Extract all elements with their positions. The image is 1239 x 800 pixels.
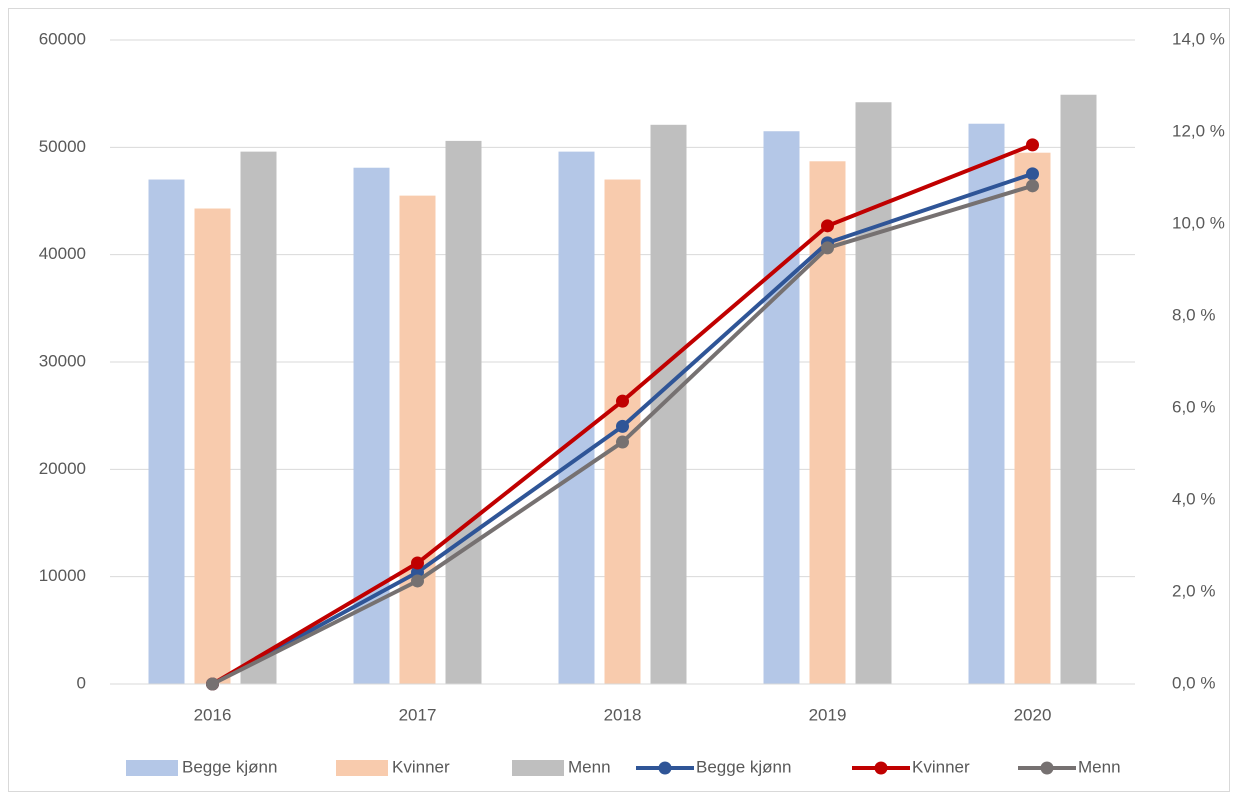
legend-swatch — [336, 760, 388, 776]
legend-swatch — [126, 760, 178, 776]
bar — [445, 140, 482, 685]
legend-label: Menn — [1078, 757, 1121, 776]
bar — [650, 124, 687, 684]
x-tick-label: 2017 — [399, 705, 437, 724]
y-tick-label: 30000 — [39, 351, 86, 370]
bar — [194, 208, 231, 684]
marker — [1026, 138, 1039, 152]
bar — [1060, 94, 1097, 685]
y2-tick-label: 4,0 % — [1172, 489, 1215, 508]
legend-marker — [874, 761, 888, 775]
marker — [616, 394, 629, 408]
bar — [763, 131, 800, 684]
marker — [616, 419, 629, 433]
bar — [855, 102, 892, 684]
bar — [1014, 152, 1051, 684]
marker — [206, 677, 219, 691]
marker — [411, 556, 424, 570]
x-tick-label: 2016 — [194, 705, 232, 724]
bar — [148, 179, 185, 685]
y-tick-label: 0 — [77, 673, 86, 692]
marker — [411, 574, 424, 588]
bar — [240, 151, 277, 685]
legend-label: Begge kjønn — [182, 757, 277, 776]
marker — [616, 435, 629, 449]
legend-label: Kvinner — [392, 757, 450, 776]
x-tick-label: 2019 — [809, 705, 847, 724]
y2-tick-label: 14,0 % — [1172, 29, 1225, 48]
legend-marker — [658, 761, 672, 775]
y-tick-label: 60000 — [39, 29, 86, 48]
y2-tick-label: 6,0 % — [1172, 397, 1215, 416]
y2-tick-label: 2,0 % — [1172, 581, 1215, 600]
legend-label: Begge kjønn — [696, 757, 791, 776]
y-tick-label: 20000 — [39, 459, 86, 478]
x-tick-label: 2020 — [1014, 705, 1052, 724]
y-tick-label: 50000 — [39, 137, 86, 156]
y-tick-label: 10000 — [39, 566, 86, 585]
legend-swatch — [512, 760, 564, 776]
y2-tick-label: 0,0 % — [1172, 673, 1215, 692]
marker — [821, 241, 834, 255]
y2-tick-label: 8,0 % — [1172, 305, 1215, 324]
x-tick-label: 2018 — [604, 705, 642, 724]
legend-label: Menn — [568, 757, 611, 776]
legend-label: Kvinner — [912, 757, 970, 776]
y-tick-label: 40000 — [39, 244, 86, 263]
legend-marker — [1040, 761, 1054, 775]
y2-tick-label: 12,0 % — [1172, 121, 1225, 140]
y2-tick-label: 10,0 % — [1172, 213, 1225, 232]
bar — [353, 167, 390, 684]
bar — [558, 151, 595, 685]
marker — [1026, 179, 1039, 193]
bar — [968, 123, 1005, 685]
bar — [399, 195, 436, 684]
marker — [821, 219, 834, 233]
marker — [1026, 167, 1039, 181]
